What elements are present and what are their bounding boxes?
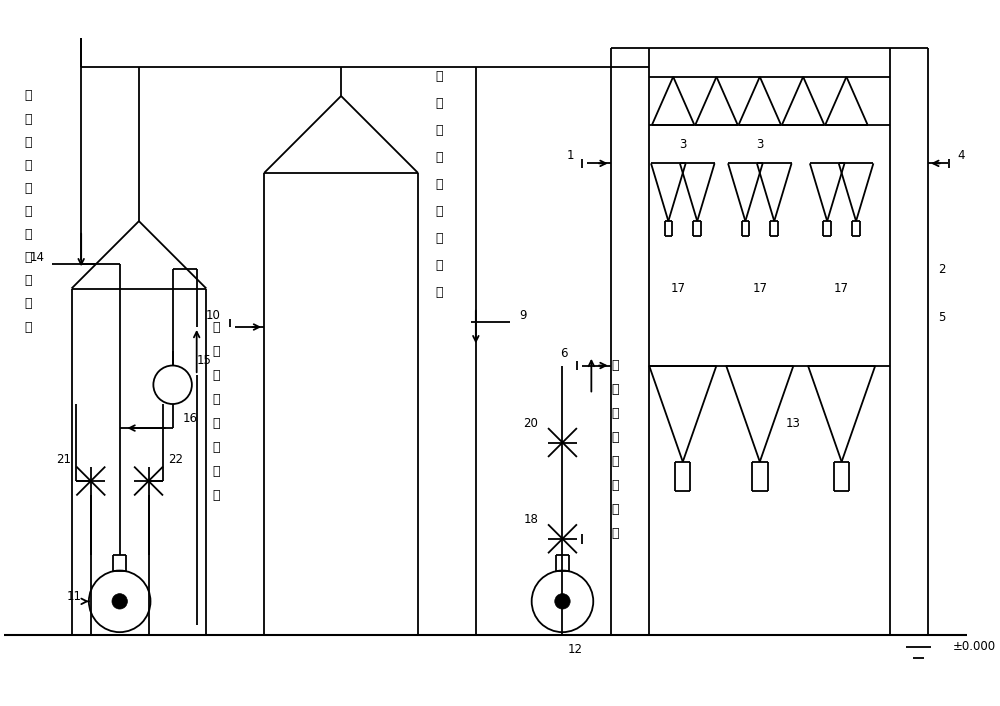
Text: 管: 管 — [24, 297, 32, 311]
Text: 器: 器 — [24, 182, 32, 195]
Text: 4: 4 — [957, 149, 965, 162]
Text: ±0.000: ±0.000 — [952, 640, 995, 653]
Text: 正: 正 — [612, 479, 619, 492]
Text: 3: 3 — [679, 138, 686, 150]
Text: 11: 11 — [66, 590, 81, 603]
Text: 负: 负 — [436, 205, 443, 218]
Text: 捕: 捕 — [24, 112, 32, 126]
Text: 送: 送 — [212, 321, 220, 333]
Text: 2: 2 — [938, 263, 945, 276]
Text: 道: 道 — [436, 286, 443, 299]
Text: （: （ — [612, 455, 619, 468]
Text: 焦: 焦 — [24, 136, 32, 149]
Text: 9: 9 — [519, 309, 527, 322]
Text: 3: 3 — [756, 138, 763, 150]
Text: 负: 负 — [24, 251, 32, 264]
Text: 17: 17 — [834, 282, 849, 295]
Text: 空: 空 — [612, 407, 619, 420]
Text: 18: 18 — [524, 513, 538, 526]
Text: （: （ — [212, 417, 220, 430]
Text: 1: 1 — [567, 149, 574, 162]
Text: 送: 送 — [612, 359, 619, 372]
Text: 煤: 煤 — [436, 151, 443, 164]
Circle shape — [555, 594, 570, 609]
Text: 压: 压 — [436, 232, 443, 245]
Text: 10: 10 — [206, 309, 221, 322]
Text: 13: 13 — [786, 417, 801, 430]
Text: 压: 压 — [212, 465, 220, 478]
Text: 气: 气 — [212, 393, 220, 406]
Text: 21: 21 — [57, 453, 72, 467]
Text: 道: 道 — [24, 321, 32, 333]
Text: 压: 压 — [612, 503, 619, 516]
Text: 出: 出 — [612, 383, 619, 396]
Text: 6: 6 — [560, 347, 567, 361]
Text: 油: 油 — [24, 159, 32, 172]
Text: ）: ） — [612, 527, 619, 541]
Text: 炭: 炭 — [436, 70, 443, 83]
Text: 出: 出 — [212, 345, 220, 357]
Text: 气: 气 — [24, 228, 32, 241]
Text: 管: 管 — [436, 259, 443, 272]
Text: ）: ） — [212, 489, 220, 502]
Text: 煤: 煤 — [24, 205, 32, 218]
Text: 气: 气 — [436, 178, 443, 191]
Text: 炉: 炉 — [436, 124, 443, 137]
Text: 17: 17 — [752, 282, 767, 295]
Text: 22: 22 — [168, 453, 183, 467]
Text: 20: 20 — [524, 417, 538, 430]
Circle shape — [112, 594, 127, 609]
Text: 5: 5 — [938, 311, 945, 324]
Text: 化: 化 — [436, 97, 443, 110]
Text: 电: 电 — [24, 90, 32, 102]
Text: 16: 16 — [182, 412, 197, 425]
Text: 气: 气 — [612, 431, 619, 444]
Text: 15: 15 — [197, 354, 212, 367]
Text: 压: 压 — [24, 275, 32, 287]
Text: 煤: 煤 — [212, 369, 220, 382]
Text: 14: 14 — [30, 251, 45, 264]
Text: 17: 17 — [670, 282, 685, 295]
Text: 12: 12 — [567, 643, 582, 656]
Text: 正: 正 — [212, 441, 220, 454]
